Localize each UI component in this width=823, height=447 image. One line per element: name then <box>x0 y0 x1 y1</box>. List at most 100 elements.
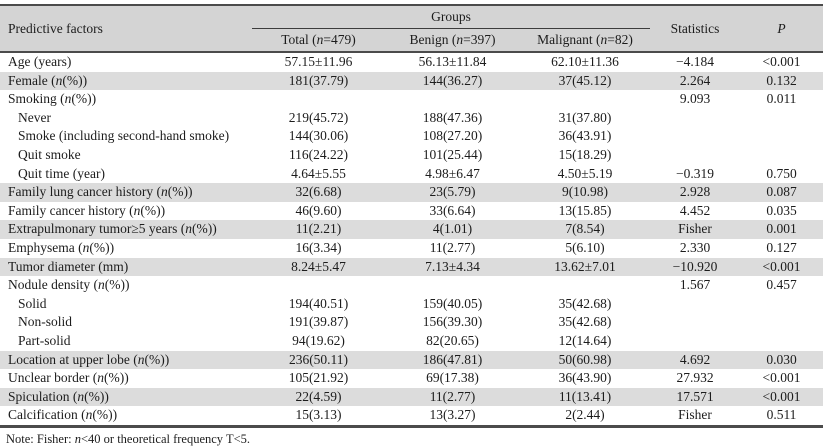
column-header-p: P <box>740 5 823 52</box>
cell-total: 11(2.21) <box>252 220 385 239</box>
table-row: Family lung cancer history (n(%)) 32(6.68… <box>0 183 823 202</box>
table-row: Spiculation (n(%)) 22(4.59) 11(2.77) 11(13.… <box>0 387 823 407</box>
cell-benign: 23(5.79) <box>385 183 520 202</box>
cell-total: 191(39.87) <box>288 314 349 330</box>
cell-benign: 159(40.05) <box>422 295 483 311</box>
cell-statistics: 17.571 <box>650 387 740 407</box>
cell-malignant: 7(8.54) <box>520 220 650 239</box>
row-label: Spiculation (n(%)) <box>0 387 252 407</box>
cell-statistics: 9.093 <box>679 91 711 107</box>
cell-p <box>740 127 823 146</box>
cell-total: 219(45.72) <box>288 109 349 125</box>
cell-benign: 13(3.27) <box>429 407 476 423</box>
cell-total: 4.64±5.55 <box>291 165 346 181</box>
table-row: Tumor diameter (mm) 8.24±5.47 7.13±4.34 13.… <box>0 257 823 277</box>
cell-benign <box>385 90 520 109</box>
table-note: Note: Fisher: n<40 or theoretical freque… <box>6 431 251 446</box>
cell-total <box>252 90 385 109</box>
cell-malignant <box>520 276 650 295</box>
cell-p <box>740 332 823 351</box>
cell-benign: 11(2.77) <box>385 387 520 407</box>
cell-statistics: −10.920 <box>650 257 740 277</box>
cell-malignant: 62.10±11.36 <box>551 54 619 69</box>
table-header: Predictive factors Groups Statistics P T… <box>0 5 823 52</box>
table-row: Quit time (year) 4.64±5.55 4.98±6.47 4.50±5… <box>0 165 823 184</box>
cell-malignant: 13(15.85) <box>558 202 612 218</box>
table-row: Family cancer history (n(%)) 46(9.60) 33(6… <box>0 202 823 221</box>
column-header-benign: Benign (n=397) <box>385 28 520 52</box>
cell-malignant: 11(13.41) <box>520 387 650 407</box>
table-row: Solid 194(40.51) 159(40.05) 35(42.68) <box>0 295 823 314</box>
row-label: Smoke (including second-hand smoke) <box>18 128 230 144</box>
cell-statistics <box>650 146 740 165</box>
cell-statistics: 2.928 <box>650 183 740 202</box>
cell-p: <0.001 <box>740 387 823 407</box>
cell-total: 16(3.34) <box>295 239 342 255</box>
cell-total: 46(9.60) <box>295 202 342 218</box>
column-header-predictive-factors: Predictive factors <box>0 5 252 52</box>
row-label: Unclear border (n(%)) <box>8 370 129 386</box>
row-label: Tumor diameter (mm) <box>0 257 252 277</box>
header-row-top: Predictive factors Groups Statistics P <box>0 5 823 52</box>
row-label: Part-solid <box>18 332 71 348</box>
cell-benign: 144(36.27) <box>385 71 520 91</box>
cell-benign: 186(47.81) <box>385 350 520 370</box>
cell-statistics: 2.330 <box>679 239 711 255</box>
cell-benign <box>385 276 520 295</box>
cell-benign: 82(20.65) <box>426 332 479 348</box>
row-label: Smoking (n(%)) <box>8 91 97 107</box>
cell-p: 0.087 <box>740 183 823 202</box>
cell-total: 15(3.13) <box>295 407 342 423</box>
cell-total: 94(19.62) <box>292 332 345 348</box>
table-row: Extrapulmonary tumor≥5 years (n(%)) 11(2.… <box>0 220 823 239</box>
cell-statistics: 2.264 <box>650 71 740 91</box>
cell-p: 0.511 <box>766 407 797 423</box>
row-label: Age (years) <box>8 54 72 69</box>
table-row: Location at upper lobe (n(%)) 236(50.11) 1… <box>0 350 823 370</box>
cell-malignant: 35(42.68) <box>558 314 612 330</box>
table-row: Female (n(%)) 181(37.79) 144(36.27) 37(45.1… <box>0 71 823 91</box>
cell-p: 0.035 <box>766 202 797 218</box>
cell-malignant: 2(2.44) <box>565 407 605 423</box>
row-label: Female (n(%)) <box>0 71 252 91</box>
cell-malignant: 13.62±7.01 <box>520 257 650 277</box>
cell-malignant: 35(42.68) <box>558 295 612 311</box>
column-header-malignant: Malignant (n=82) <box>520 28 650 52</box>
cell-malignant: 12(14.64) <box>558 332 612 348</box>
cell-statistics <box>650 332 740 351</box>
cell-malignant: 31(37.80) <box>558 109 612 125</box>
cell-total: 144(30.06) <box>288 128 349 144</box>
table-row: Calcification (n(%)) 15(3.13) 13(3.27) 2(2.… <box>0 406 823 426</box>
cell-p: <0.001 <box>762 370 801 386</box>
table-row: Unclear border (n(%)) 105(21.92) 69(17.38)… <box>0 369 823 388</box>
cell-statistics <box>650 127 740 146</box>
cell-statistics: −4.184 <box>676 54 714 69</box>
row-label: Family cancer history (n(%)) <box>8 202 166 218</box>
cell-statistics: 1.567 <box>679 277 711 293</box>
cell-total: 181(37.79) <box>252 71 385 91</box>
cell-benign: 4.98±6.47 <box>425 165 480 181</box>
table-row: Smoke (including second-hand smoke) 144(3… <box>0 127 823 146</box>
cell-statistics: −0.319 <box>676 165 714 181</box>
cell-total <box>252 276 385 295</box>
column-header-total: Total (n=479) <box>252 28 385 52</box>
cell-benign: 108(27.20) <box>422 128 483 144</box>
table-row: Age (years) 57.15±11.96 56.13±11.84 62.10±1… <box>0 52 823 72</box>
row-label: Nodule density (n(%)) <box>8 277 130 293</box>
row-label: Extrapulmonary tumor≥5 years (n(%)) <box>0 220 252 239</box>
cell-benign: 188(47.36) <box>422 109 483 125</box>
cell-statistics: 4.692 <box>650 350 740 370</box>
table-row: Part-solid 94(19.62) 82(20.65) 12(14.64) <box>0 332 823 351</box>
row-label: Non-solid <box>18 314 72 330</box>
cell-benign: 69(17.38) <box>426 370 479 386</box>
cell-statistics: 27.932 <box>676 370 714 386</box>
cell-malignant: 37(45.12) <box>520 71 650 91</box>
cell-malignant: 15(18.29) <box>558 146 612 162</box>
cell-benign: 101(25.44) <box>422 146 483 162</box>
cell-p <box>740 313 823 332</box>
cell-total: 116(24.22) <box>288 146 349 162</box>
cell-total: 22(4.59) <box>252 387 385 407</box>
table-row: Non-solid 191(39.87) 156(39.30) 35(42.68) <box>0 313 823 332</box>
table-row: Nodule density (n(%)) 1.567 0.457 <box>0 276 823 295</box>
